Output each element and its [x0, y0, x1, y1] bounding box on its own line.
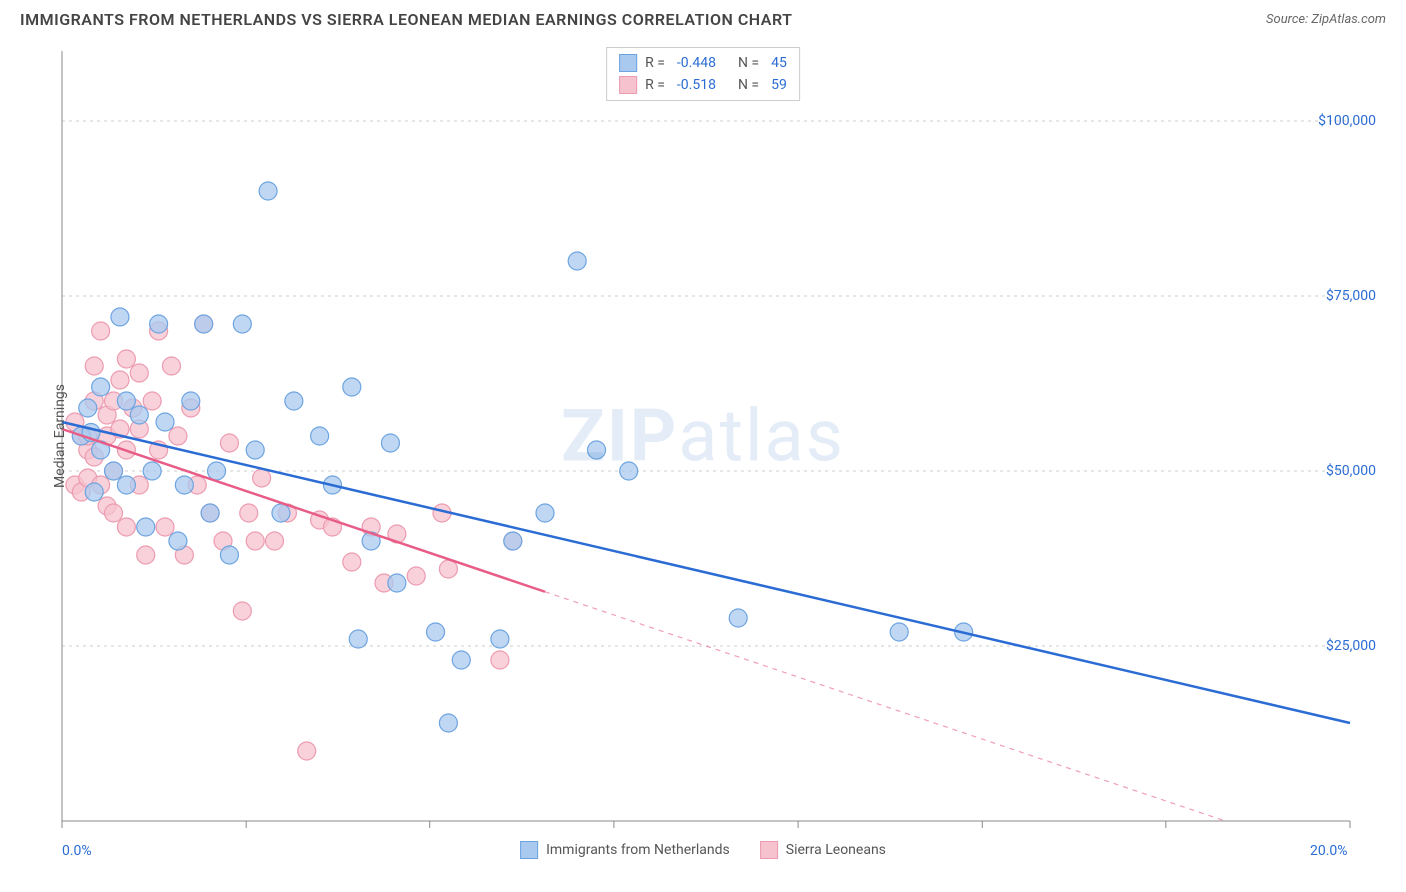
- y-tick-label: $100,000: [1318, 113, 1376, 129]
- x-tick-label: 0.0%: [62, 843, 92, 859]
- legend-swatch: [619, 54, 637, 72]
- n-label: N =: [738, 77, 759, 93]
- n-value: 45: [771, 55, 787, 71]
- scatter-chart: [20, 41, 1360, 831]
- series-legend: Immigrants from Netherlands Sierra Leonea…: [520, 841, 886, 859]
- x-tick-label: 20.0%: [1310, 843, 1348, 859]
- stats-legend: R = -0.448 N = 45 R = -0.518 N = 59: [606, 47, 800, 101]
- r-label: R =: [645, 77, 665, 93]
- n-label: N =: [738, 55, 759, 71]
- legend-swatch: [760, 841, 778, 859]
- chart-container: Median Earnings ZIPatlas R =-0.448N =45R…: [20, 41, 1386, 831]
- source-attribution: Source: ZipAtlas.com: [1266, 12, 1386, 27]
- chart-title: IMMIGRANTS FROM NETHERLANDS VS SIERRA LE…: [20, 10, 792, 29]
- stats-legend-row: R = -0.518 N = 59: [619, 74, 787, 96]
- legend-label: Sierra Leoneans: [786, 842, 886, 858]
- y-tick-label: $25,000: [1326, 638, 1376, 654]
- legend-swatch: [619, 76, 637, 94]
- y-tick-label: $75,000: [1326, 288, 1376, 304]
- r-value: -0.518: [677, 77, 716, 93]
- legend-swatch: [520, 841, 538, 859]
- y-tick-label: $50,000: [1326, 463, 1376, 479]
- stats-legend-row: R = -0.448 N = 45: [619, 52, 787, 74]
- y-axis-label: Median Earnings: [52, 384, 68, 488]
- legend-label: Immigrants from Netherlands: [546, 842, 730, 858]
- r-value: -0.448: [677, 55, 716, 71]
- legend-item: Sierra Leoneans: [760, 841, 886, 859]
- n-value: 59: [771, 77, 787, 93]
- r-label: R =: [645, 55, 665, 71]
- legend-item: Immigrants from Netherlands: [520, 841, 730, 859]
